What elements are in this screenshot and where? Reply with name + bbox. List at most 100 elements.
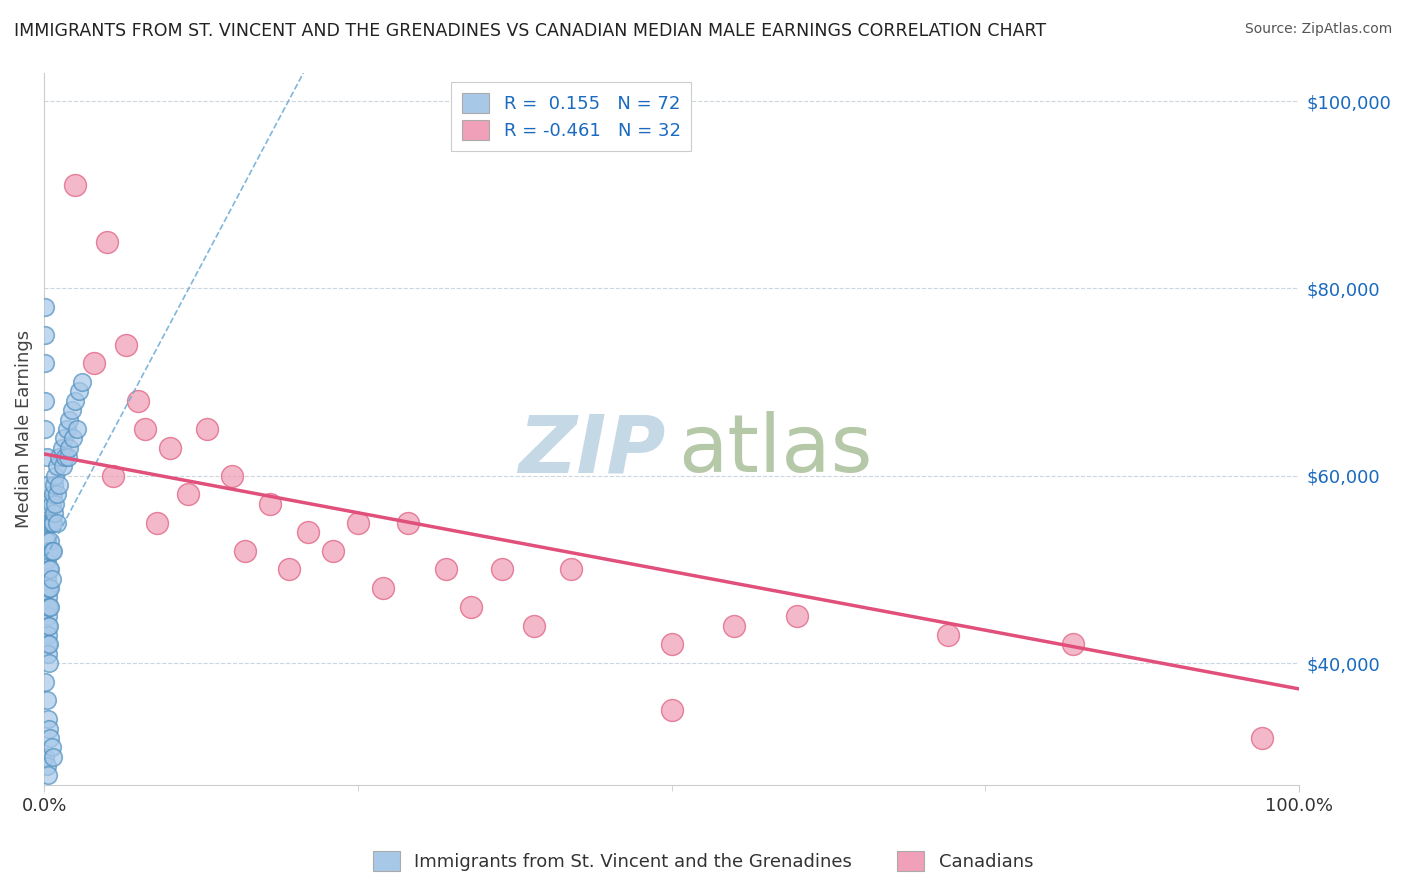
Point bbox=[45, 459, 67, 474]
Point bbox=[34, 328, 56, 343]
Point bbox=[491, 562, 513, 576]
Point bbox=[55, 450, 77, 464]
Point bbox=[41, 543, 63, 558]
Point bbox=[45, 516, 67, 530]
Point bbox=[146, 516, 169, 530]
Point bbox=[723, 618, 745, 632]
Point bbox=[38, 637, 60, 651]
Point bbox=[62, 431, 84, 445]
Legend: Immigrants from St. Vincent and the Grenadines, Canadians: Immigrants from St. Vincent and the Gren… bbox=[366, 844, 1040, 879]
Point bbox=[67, 384, 90, 399]
Point bbox=[34, 300, 56, 314]
Point bbox=[159, 441, 181, 455]
Point bbox=[221, 468, 243, 483]
Point bbox=[177, 487, 200, 501]
Point bbox=[58, 412, 80, 426]
Point bbox=[65, 178, 87, 193]
Point bbox=[35, 693, 58, 707]
Point bbox=[661, 637, 683, 651]
Point bbox=[34, 422, 56, 436]
Point bbox=[34, 749, 56, 764]
Point bbox=[195, 422, 218, 436]
Point bbox=[35, 572, 58, 586]
Point bbox=[37, 618, 59, 632]
Point bbox=[322, 543, 344, 558]
Point bbox=[42, 749, 65, 764]
Point bbox=[39, 534, 62, 549]
Point bbox=[65, 393, 87, 408]
Point bbox=[39, 516, 62, 530]
Point bbox=[37, 637, 59, 651]
Point bbox=[39, 731, 62, 745]
Point bbox=[44, 497, 66, 511]
Point bbox=[41, 516, 63, 530]
Point bbox=[347, 516, 370, 530]
Point bbox=[37, 647, 59, 661]
Point bbox=[114, 337, 136, 351]
Point bbox=[41, 740, 63, 755]
Point bbox=[277, 562, 299, 576]
Point bbox=[34, 674, 56, 689]
Point bbox=[51, 441, 73, 455]
Point bbox=[44, 506, 66, 520]
Point bbox=[134, 422, 156, 436]
Point bbox=[58, 441, 80, 455]
Point bbox=[38, 722, 60, 736]
Point bbox=[35, 450, 58, 464]
Legend: R =  0.155   N = 72, R = -0.461   N = 32: R = 0.155 N = 72, R = -0.461 N = 32 bbox=[451, 82, 692, 151]
Point bbox=[48, 450, 70, 464]
Point bbox=[233, 543, 256, 558]
Y-axis label: Median Male Earnings: Median Male Earnings bbox=[15, 330, 32, 528]
Text: ZIP: ZIP bbox=[517, 411, 665, 489]
Point bbox=[39, 599, 62, 614]
Point bbox=[37, 591, 59, 605]
Point bbox=[34, 356, 56, 370]
Point bbox=[35, 497, 58, 511]
Point bbox=[37, 599, 59, 614]
Point bbox=[60, 403, 83, 417]
Point bbox=[37, 581, 59, 595]
Point bbox=[560, 562, 582, 576]
Point bbox=[41, 497, 63, 511]
Point bbox=[523, 618, 546, 632]
Point bbox=[371, 581, 394, 595]
Point bbox=[37, 712, 59, 726]
Point bbox=[38, 581, 60, 595]
Point bbox=[48, 478, 70, 492]
Point bbox=[434, 562, 457, 576]
Point bbox=[42, 543, 65, 558]
Point bbox=[35, 478, 58, 492]
Point bbox=[52, 459, 75, 474]
Point bbox=[786, 609, 808, 624]
Point bbox=[37, 768, 59, 782]
Point bbox=[56, 450, 79, 464]
Point bbox=[38, 599, 60, 614]
Point bbox=[34, 393, 56, 408]
Point bbox=[42, 487, 65, 501]
Point bbox=[127, 393, 149, 408]
Point bbox=[460, 599, 482, 614]
Point bbox=[44, 468, 66, 483]
Point bbox=[38, 618, 60, 632]
Text: IMMIGRANTS FROM ST. VINCENT AND THE GRENADINES VS CANADIAN MEDIAN MALE EARNINGS : IMMIGRANTS FROM ST. VINCENT AND THE GREN… bbox=[14, 22, 1046, 40]
Text: atlas: atlas bbox=[678, 411, 872, 489]
Point bbox=[45, 487, 67, 501]
Text: Source: ZipAtlas.com: Source: ZipAtlas.com bbox=[1244, 22, 1392, 37]
Point bbox=[297, 524, 319, 539]
Point bbox=[396, 516, 419, 530]
Point bbox=[37, 609, 59, 624]
Point bbox=[936, 628, 959, 642]
Point bbox=[41, 572, 63, 586]
Point bbox=[661, 703, 683, 717]
Point bbox=[96, 235, 118, 249]
Point bbox=[53, 431, 76, 445]
Point bbox=[35, 759, 58, 773]
Point bbox=[55, 422, 77, 436]
Point bbox=[1062, 637, 1084, 651]
Point bbox=[35, 534, 58, 549]
Point bbox=[35, 553, 58, 567]
Point bbox=[83, 356, 105, 370]
Point bbox=[39, 581, 62, 595]
Point bbox=[38, 543, 60, 558]
Point bbox=[42, 516, 65, 530]
